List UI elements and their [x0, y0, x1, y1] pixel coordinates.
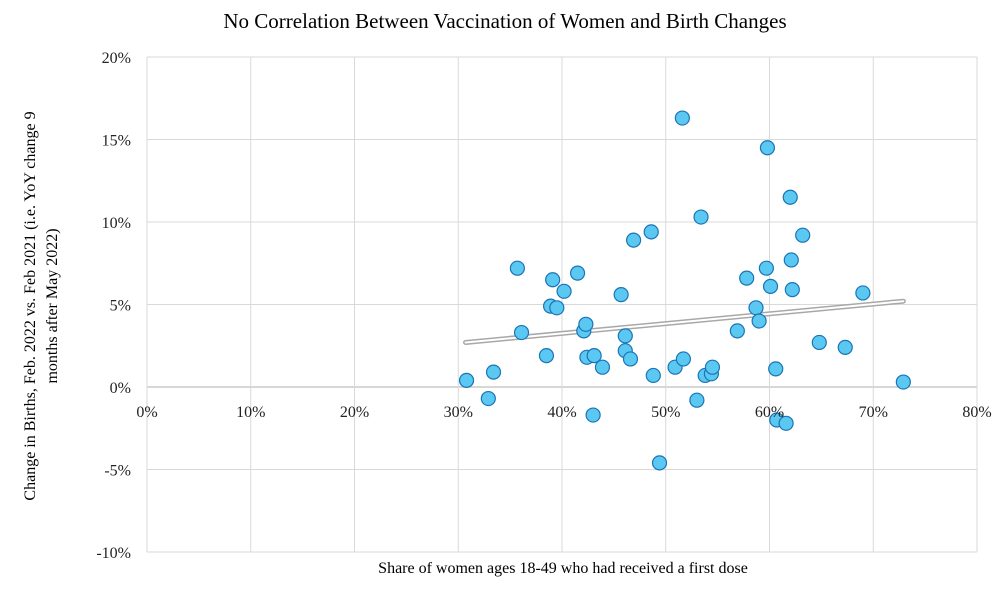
- data-point: [759, 140, 776, 156]
- y-tick-label: -5%: [104, 463, 131, 480]
- data-point: [895, 374, 911, 390]
- data-point: [758, 260, 774, 276]
- data-point: [762, 278, 779, 294]
- data-point: [689, 392, 705, 408]
- data-point: [480, 390, 496, 407]
- y-tick-label: 15%: [102, 133, 131, 150]
- data-point: [585, 407, 601, 423]
- y-tick-label: -10%: [96, 545, 131, 562]
- data-point: [783, 252, 799, 268]
- y-tick-label: 20%: [102, 50, 131, 67]
- y-tick-label: 10%: [102, 215, 131, 232]
- y-tick-label: 5%: [110, 298, 131, 315]
- x-tick-label: 60%: [755, 404, 784, 421]
- x-axis-label: Share of women ages 18-49 who had receiv…: [378, 560, 748, 577]
- data-point: [651, 455, 668, 471]
- data-point: [509, 260, 525, 276]
- data-point: [795, 227, 811, 243]
- data-point: [545, 272, 561, 288]
- data-point: [549, 300, 565, 316]
- data-point: [578, 316, 594, 332]
- data-point: [675, 351, 691, 367]
- data-point: [569, 265, 586, 281]
- data-point: [674, 110, 690, 126]
- data-point: [613, 287, 629, 303]
- grid: [146, 56, 978, 553]
- data-point: [704, 359, 721, 375]
- chart-title: No Correlation Between Vaccination of Wo…: [223, 9, 786, 33]
- data-point: [693, 209, 709, 225]
- data-point: [768, 361, 784, 377]
- x-tick-label: 10%: [236, 404, 265, 421]
- data-point: [586, 348, 602, 364]
- data-point: [594, 359, 611, 375]
- x-tick-label: 20%: [340, 404, 369, 421]
- data-point: [622, 351, 639, 367]
- data-point: [811, 334, 827, 351]
- data-point: [784, 282, 800, 298]
- y-tick-label: 0%: [110, 380, 131, 397]
- data-points: [458, 110, 911, 471]
- trendline-inner: [464, 300, 905, 344]
- x-tick-label: 30%: [444, 404, 473, 421]
- data-point: [729, 323, 745, 339]
- data-point: [778, 415, 794, 431]
- data-point: [855, 285, 871, 301]
- data-point: [645, 367, 661, 384]
- data-point: [837, 339, 853, 355]
- x-tick-label: 50%: [651, 404, 680, 421]
- data-point: [739, 270, 755, 286]
- y-axis-label-line-2: months after May 2022): [44, 228, 61, 383]
- data-point: [513, 324, 530, 341]
- data-point: [617, 328, 633, 344]
- data-point: [625, 232, 642, 248]
- x-tick-label: 80%: [962, 404, 991, 421]
- tick-labels: 0% 10% 20% 30% 40% 50% 60% 70% 80% -10% -5% 0% 5% 10%…: [96, 50, 991, 562]
- x-tick-label: 0%: [136, 404, 157, 421]
- data-point: [485, 364, 502, 380]
- data-point: [556, 283, 572, 299]
- data-point: [748, 300, 764, 316]
- x-tick-label: 40%: [547, 404, 576, 421]
- data-point: [458, 372, 475, 388]
- data-point: [782, 189, 798, 205]
- x-tick-label: 70%: [859, 404, 888, 421]
- trendline-layer: [463, 298, 906, 345]
- data-point: [751, 313, 767, 329]
- y-axis-label: Change in Births, Feb. 2022 vs. Feb 2021…: [22, 111, 61, 500]
- y-axis-label-line-1: Change in Births, Feb. 2022 vs. Feb 2021…: [22, 111, 39, 500]
- data-point: [538, 348, 555, 364]
- data-point: [643, 224, 659, 240]
